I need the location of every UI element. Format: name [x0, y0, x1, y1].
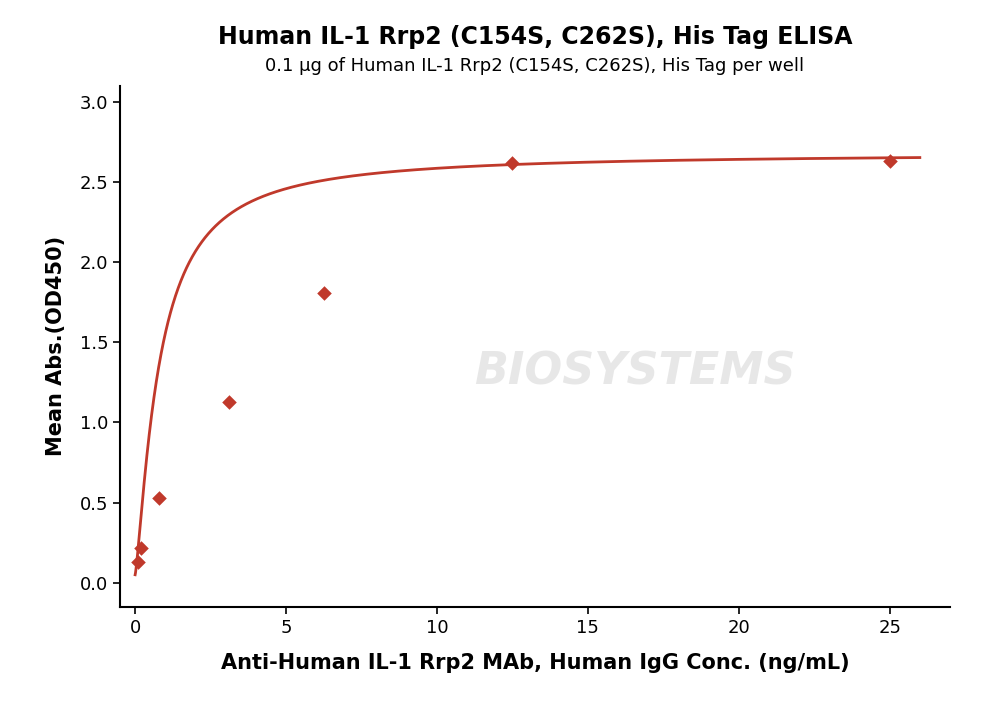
Point: [882, 156, 898, 167]
Point: [130, 556, 146, 568]
Point: [316, 287, 332, 298]
Text: 0.1 μg of Human IL-1 Rrp2 (C154S, C262S), His Tag per well: 0.1 μg of Human IL-1 Rrp2 (C154S, C262S)…: [265, 57, 805, 75]
Text: Human IL-1 Rrp2 (C154S, C262S), His Tag ELISA: Human IL-1 Rrp2 (C154S, C262S), His Tag …: [218, 25, 852, 49]
X-axis label: Anti-Human IL-1 Rrp2 MAb, Human IgG Conc. (ng/mL): Anti-Human IL-1 Rrp2 MAb, Human IgG Conc…: [221, 653, 849, 673]
Y-axis label: Mean Abs.(OD450): Mean Abs.(OD450): [46, 236, 66, 456]
Point: [151, 492, 167, 503]
Point: [221, 396, 237, 407]
Text: BIOSYSTEMS: BIOSYSTEMS: [474, 351, 795, 394]
Point: [133, 542, 149, 553]
Point: [504, 157, 520, 169]
